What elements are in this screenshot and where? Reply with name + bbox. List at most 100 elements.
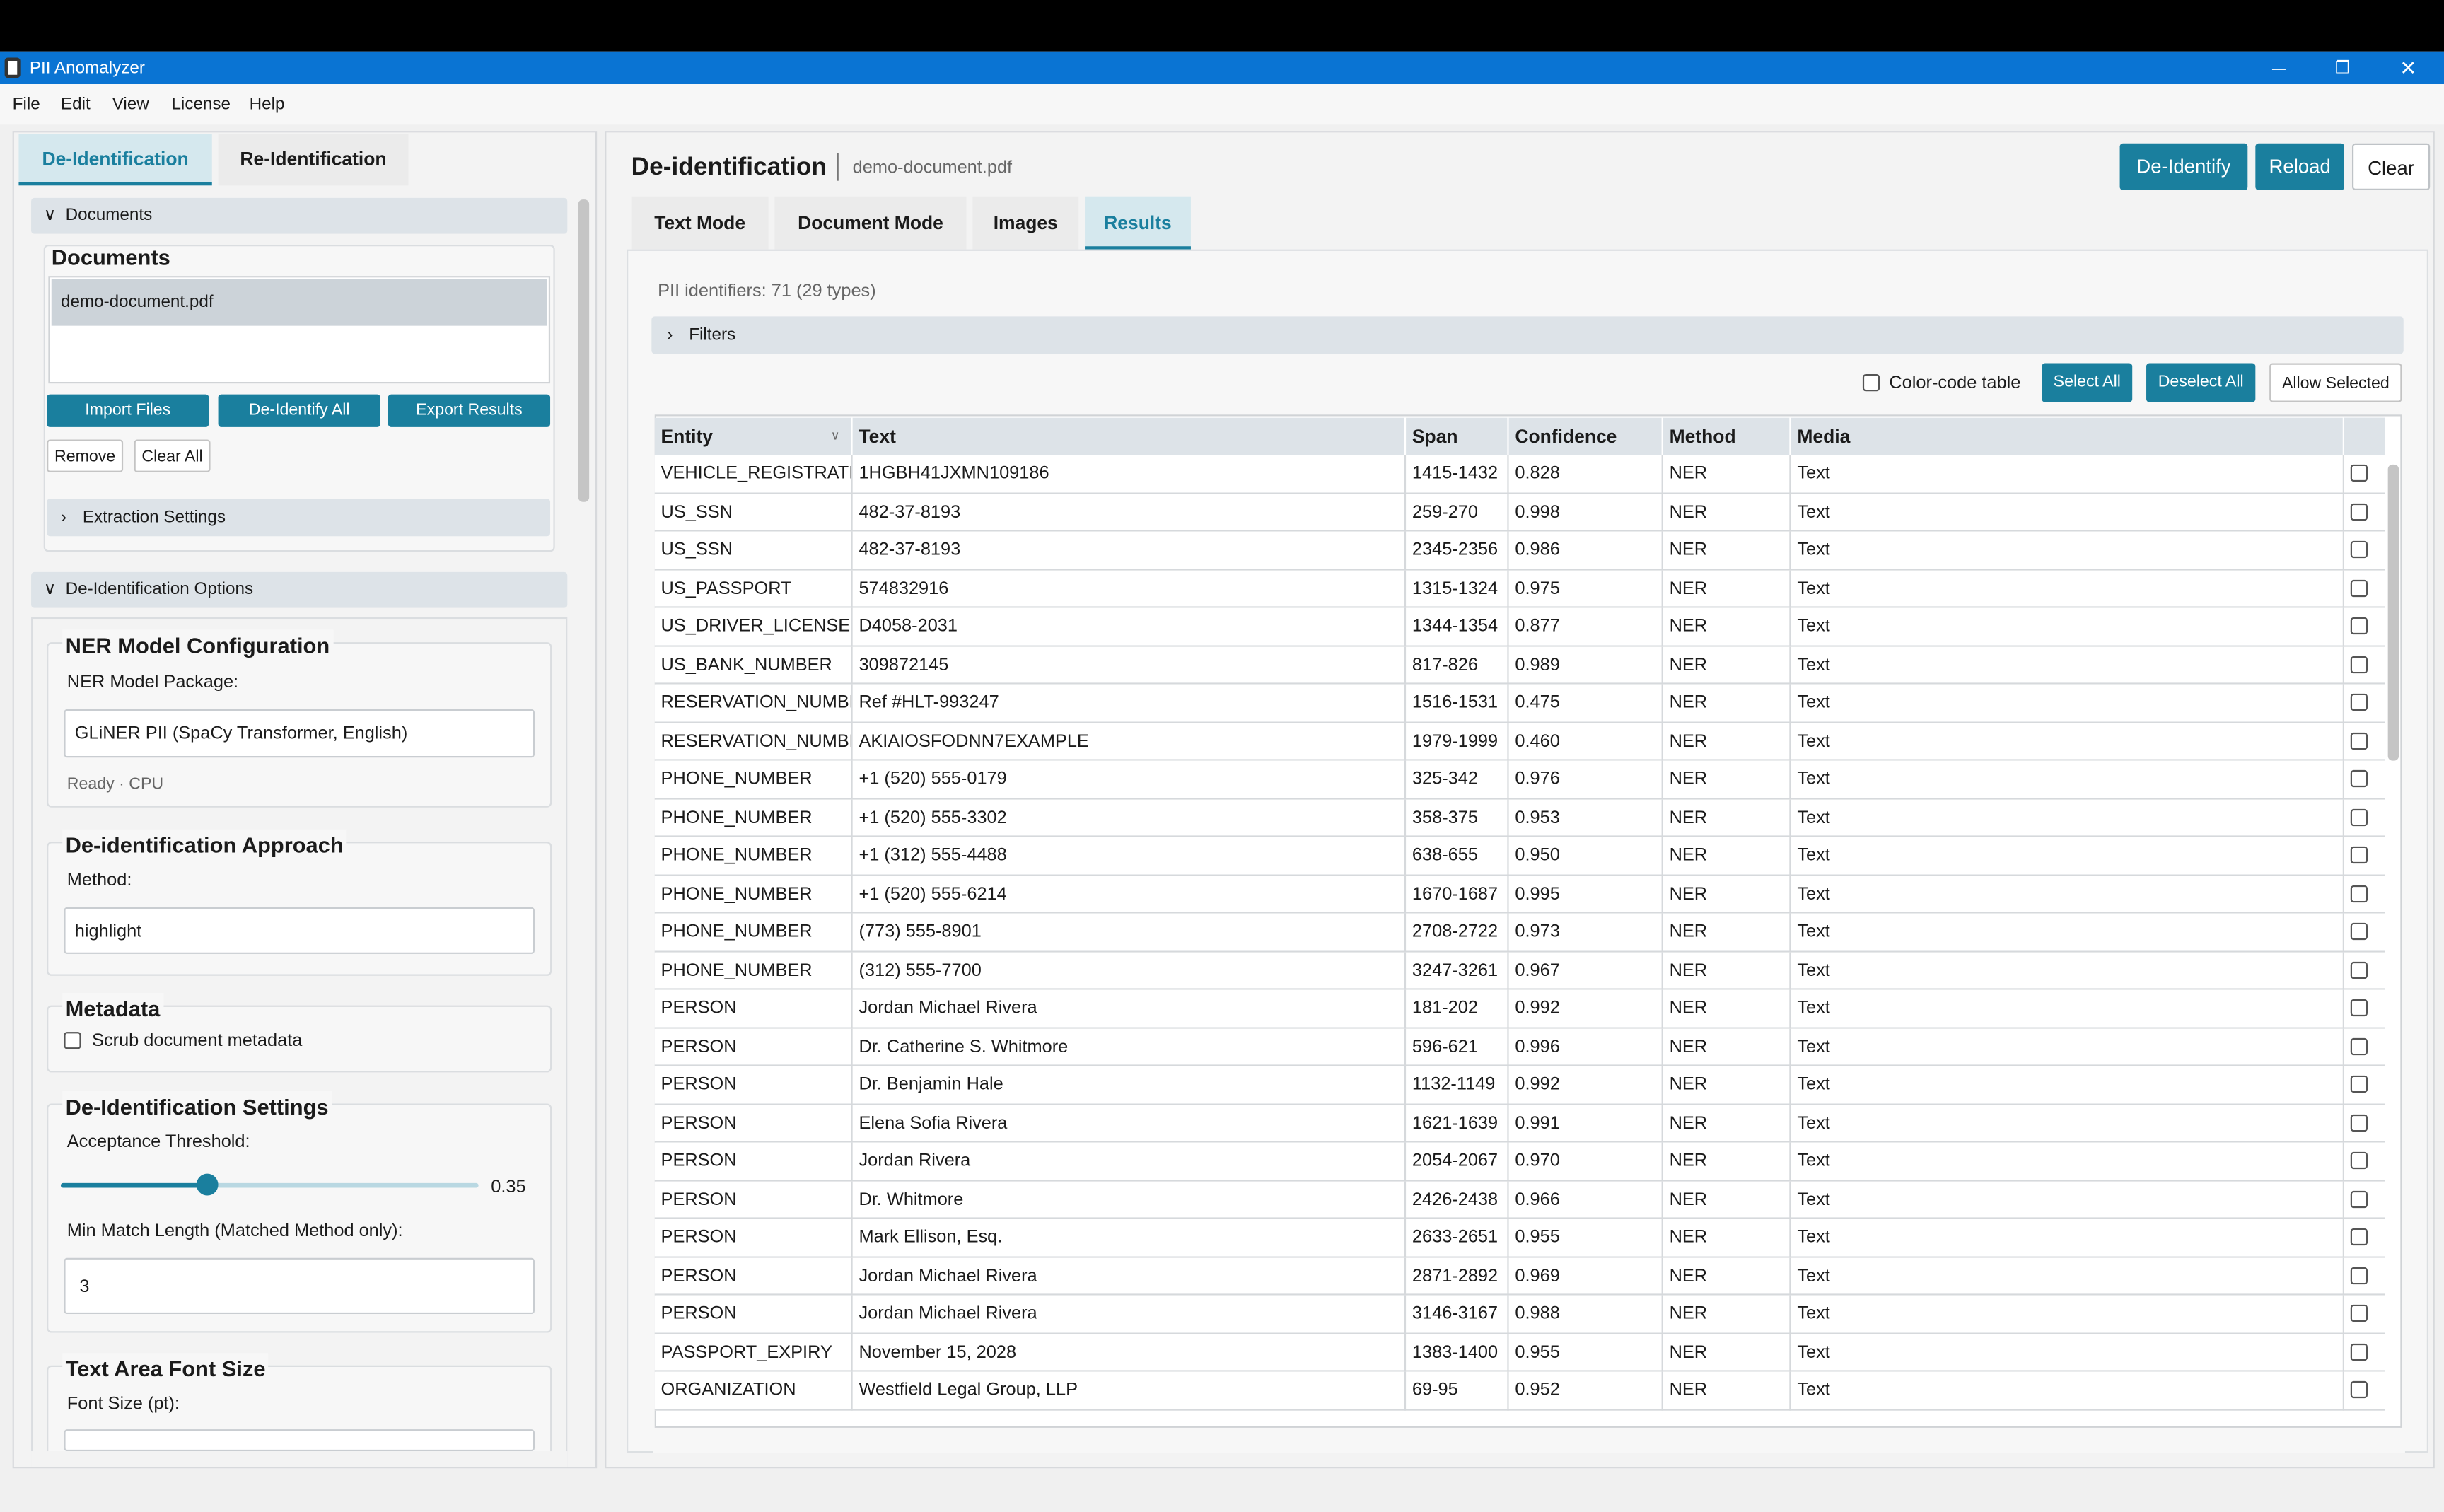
column-header[interactable]: Media [1797, 417, 2344, 455]
row-checkbox[interactable] [2350, 502, 2368, 521]
button[interactable]: Export Results [388, 394, 551, 427]
close-button[interactable]: ✕ [2399, 56, 2417, 80]
text-input[interactable]: 3 [64, 1257, 535, 1315]
table-button[interactable]: Select All [2042, 363, 2133, 402]
row-checkbox[interactable] [2350, 1266, 2368, 1284]
section-header[interactable]: Extraction Settings [47, 499, 551, 537]
maximize-button[interactable]: ❐ [2334, 59, 2351, 78]
menu-item[interactable]: Help [249, 95, 285, 114]
row-checkbox[interactable] [2350, 922, 2368, 941]
file-item[interactable]: demo-document.pdf [51, 279, 547, 326]
slider-handle[interactable] [196, 1173, 219, 1196]
button[interactable]: Clear All [134, 439, 211, 472]
table-cell: PHONE_NUMBER [655, 837, 853, 876]
checkbox[interactable] [64, 1032, 81, 1049]
row-checkbox[interactable] [2350, 655, 2368, 673]
table-cell: PERSON [655, 989, 853, 1028]
row-checkbox[interactable] [2350, 1151, 2368, 1170]
table-row[interactable] [654, 913, 2385, 952]
table-row[interactable] [654, 1066, 2385, 1105]
action-button[interactable]: Reload [2255, 143, 2344, 190]
column-header[interactable]: Entity [661, 417, 853, 455]
menu-item[interactable]: View [112, 95, 149, 114]
section-header[interactable]: Documents [31, 197, 568, 234]
table-row[interactable] [654, 684, 2385, 723]
row-checkbox[interactable] [2350, 808, 2368, 826]
row-checkbox[interactable] [2350, 1380, 2368, 1399]
row-checkbox[interactable] [2350, 1075, 2368, 1093]
dropdown[interactable]: GLiNER PII (SpaCy Transformer, English) [64, 709, 535, 758]
row-checkbox[interactable] [2350, 578, 2368, 597]
row-checkbox[interactable] [2350, 617, 2368, 635]
table-cell: NER [1663, 989, 1791, 1028]
table-row[interactable] [654, 1257, 2385, 1296]
tab[interactable]: Re-Identification [218, 134, 409, 186]
table-row[interactable] [654, 951, 2385, 990]
minimize-button[interactable]: ─ [2271, 57, 2286, 80]
table-cell: 2426-2438 [1406, 1180, 1509, 1219]
table-row[interactable] [654, 607, 2385, 646]
table-row[interactable] [654, 837, 2385, 876]
dropdown[interactable]: highlight [64, 907, 535, 954]
table-row[interactable] [654, 569, 2385, 608]
row-checkbox[interactable] [2350, 769, 2368, 788]
action-button[interactable]: Clear [2351, 143, 2431, 190]
table-row[interactable] [654, 1180, 2385, 1219]
checkbox[interactable] [1862, 373, 1880, 392]
row-checkbox[interactable] [2350, 1228, 2368, 1246]
tab-active[interactable]: De-Identification [18, 134, 212, 186]
table-row[interactable] [654, 1219, 2385, 1257]
column-header[interactable]: Method [1670, 417, 1791, 455]
column-header[interactable]: Confidence [1515, 417, 1663, 455]
row-checkbox[interactable] [2350, 846, 2368, 864]
row-checkbox[interactable] [2350, 540, 2368, 559]
table-row[interactable] [654, 1295, 2385, 1334]
menu-item[interactable]: License [171, 95, 231, 114]
table-cell: November 15, 2028 [853, 1333, 1407, 1372]
menu-item[interactable]: File [12, 95, 40, 114]
column-header[interactable]: Span [1412, 417, 1509, 455]
row-checkbox[interactable] [2350, 1304, 2368, 1322]
row-checkbox[interactable] [2350, 464, 2368, 482]
row-checkbox[interactable] [2350, 1037, 2368, 1055]
table-row[interactable] [654, 1104, 2385, 1143]
table-cell: PERSON [655, 1180, 853, 1219]
table-button[interactable]: Deselect All [2146, 363, 2256, 402]
row-checkbox[interactable] [2350, 731, 2368, 750]
row-checkbox[interactable] [2350, 884, 2368, 902]
table-row[interactable] [654, 646, 2385, 685]
tab[interactable]: Text Mode [631, 196, 769, 250]
row-checkbox[interactable] [2350, 999, 2368, 1017]
table-button[interactable]: Allow Selected [2269, 363, 2402, 402]
table-row[interactable] [654, 989, 2385, 1028]
filter-bar[interactable]: Filters [651, 316, 2404, 354]
table-row[interactable] [654, 875, 2385, 914]
row-checkbox[interactable] [2350, 693, 2368, 711]
row-checkbox[interactable] [2350, 1190, 2368, 1208]
table-row[interactable] [654, 1028, 2385, 1066]
table-row[interactable] [654, 1333, 2385, 1372]
table-row[interactable] [654, 1371, 2385, 1410]
tab[interactable]: Images [972, 196, 1079, 250]
row-checkbox[interactable] [2350, 1113, 2368, 1132]
text-input[interactable] [64, 1429, 535, 1452]
table-row[interactable] [654, 531, 2385, 570]
menu-item[interactable]: Edit [60, 95, 91, 114]
column-header[interactable]: Text [859, 417, 1407, 455]
table-row[interactable] [654, 760, 2385, 799]
tab-active[interactable]: Results [1085, 196, 1191, 250]
button[interactable]: Import Files [47, 394, 209, 427]
table-row[interactable] [654, 1142, 2385, 1181]
table-row[interactable] [654, 493, 2385, 532]
table-row[interactable] [654, 722, 2385, 761]
action-button[interactable]: De-Identify [2119, 143, 2248, 190]
row-checkbox[interactable] [2350, 1342, 2368, 1361]
row-checkbox[interactable] [2350, 960, 2368, 979]
table-row[interactable] [654, 798, 2385, 837]
table-cell: PERSON [655, 1066, 853, 1105]
table-row[interactable] [654, 455, 2385, 494]
section-header[interactable]: De-Identification Options [31, 571, 568, 608]
button[interactable]: De-Identify All [218, 394, 380, 427]
tab[interactable]: Document Mode [774, 196, 967, 250]
button[interactable]: Remove [47, 439, 124, 472]
